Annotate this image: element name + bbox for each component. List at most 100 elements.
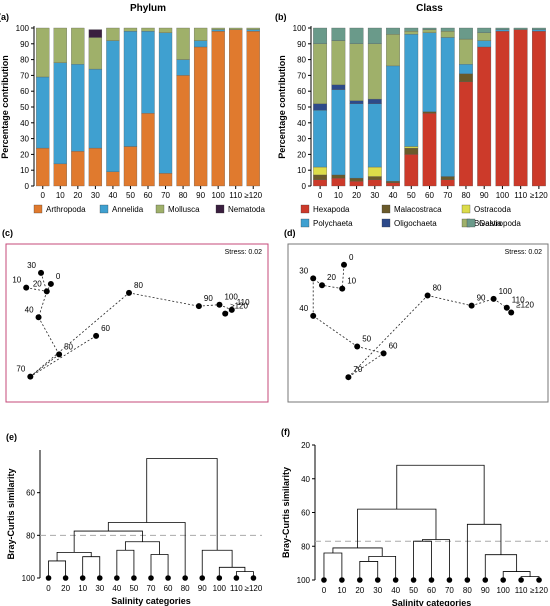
dendrogram-branch bbox=[73, 530, 143, 553]
y-tick-label: 50 bbox=[20, 103, 29, 112]
leaf-point bbox=[45, 575, 52, 581]
ordination-link bbox=[321, 284, 343, 290]
bar-segment bbox=[349, 100, 364, 104]
y-axis-label: Bray-Curtis similarity bbox=[6, 468, 16, 559]
bar-segment bbox=[71, 27, 85, 65]
dendrogram-branch bbox=[218, 566, 246, 578]
x-tick-label: 40 bbox=[391, 586, 400, 595]
legend-swatch bbox=[461, 204, 471, 214]
y-tick-label: 60 bbox=[301, 509, 310, 518]
ordination-point bbox=[424, 292, 431, 299]
bar-segment bbox=[176, 59, 190, 76]
y-tick-label: 90 bbox=[297, 40, 306, 49]
point-label: 100 bbox=[499, 287, 513, 296]
bar-segment bbox=[422, 32, 437, 112]
ordination-link bbox=[38, 291, 48, 318]
bar-segment bbox=[404, 27, 419, 32]
bar-segment bbox=[367, 166, 382, 177]
bar-segment bbox=[404, 147, 419, 155]
dendrogram-branch bbox=[396, 464, 485, 525]
x-tick-label: 20 bbox=[355, 586, 364, 595]
bar-segment bbox=[440, 31, 455, 38]
bar-segment bbox=[349, 103, 364, 179]
x-tick-label: 60 bbox=[164, 584, 173, 593]
dendrogram-branch bbox=[368, 555, 397, 580]
ordination-point bbox=[468, 302, 475, 309]
bar-segment bbox=[229, 27, 243, 30]
x-tick-label: 10 bbox=[337, 586, 346, 595]
leaf-point bbox=[428, 577, 435, 583]
bar-segment bbox=[106, 40, 120, 172]
legend-label: Gastropoda bbox=[479, 219, 521, 228]
y-tick-label: 80 bbox=[26, 531, 35, 540]
leaf-point bbox=[464, 577, 471, 583]
bar-segment bbox=[386, 27, 400, 35]
bar-segment bbox=[193, 40, 208, 48]
legend-swatch bbox=[466, 218, 476, 228]
bar-segment bbox=[176, 27, 190, 60]
legend-label: Mollusca bbox=[168, 205, 200, 214]
bar-segment bbox=[246, 27, 260, 30]
y-tick-label: 40 bbox=[301, 475, 310, 484]
bar-segment bbox=[459, 38, 473, 65]
y-tick-label: 70 bbox=[297, 71, 306, 80]
panel-title: Phylum bbox=[130, 3, 166, 14]
ordination-link bbox=[312, 315, 358, 347]
x-tick-label: 10 bbox=[334, 191, 343, 200]
x-tick-label: 60 bbox=[144, 191, 153, 200]
leaf-point bbox=[500, 577, 506, 583]
legend-label: Malacostraca bbox=[394, 205, 442, 214]
leaf-point bbox=[131, 575, 137, 581]
bar-segment bbox=[440, 179, 455, 187]
y-tick-label: 40 bbox=[297, 119, 306, 128]
point-label: 30 bbox=[299, 266, 308, 275]
ordination-point bbox=[503, 304, 510, 311]
y-tick-label: 70 bbox=[20, 71, 29, 80]
bar-segment bbox=[36, 76, 50, 149]
bar-segment bbox=[531, 31, 546, 187]
bar-segment bbox=[331, 177, 346, 187]
x-tick-label: 50 bbox=[407, 191, 416, 200]
bar-segment bbox=[141, 27, 155, 32]
panel-label: (f) bbox=[281, 427, 290, 437]
leaf-point bbox=[518, 577, 524, 583]
y-tick-label: 100 bbox=[22, 574, 36, 583]
legend-swatch bbox=[381, 204, 391, 214]
x-tick-label: 30 bbox=[373, 586, 382, 595]
x-tick-label: 70 bbox=[147, 584, 156, 593]
dendrogram-branch bbox=[116, 549, 135, 578]
leaf-point bbox=[233, 575, 240, 581]
bar-segment bbox=[36, 27, 50, 78]
x-tick-label: 50 bbox=[409, 586, 418, 595]
y-tick-label: 20 bbox=[297, 150, 306, 159]
bar-segment bbox=[313, 27, 328, 44]
point-label: 0 bbox=[56, 272, 61, 281]
point-label: 50 bbox=[362, 335, 371, 344]
x-tick-label: 20 bbox=[352, 191, 361, 200]
leaf-point bbox=[446, 577, 453, 583]
y-tick-label: 10 bbox=[20, 166, 29, 175]
leaf-point bbox=[79, 575, 86, 581]
x-tick-label: 100 bbox=[496, 191, 510, 200]
bar-segment bbox=[495, 31, 510, 187]
leaf-point bbox=[165, 575, 171, 581]
legend-swatch bbox=[300, 218, 310, 228]
ordination-point bbox=[56, 351, 63, 358]
y-tick-label: 80 bbox=[301, 542, 310, 551]
bar-segment bbox=[193, 27, 208, 41]
leaf-point bbox=[357, 577, 363, 583]
bar-segment bbox=[123, 27, 138, 32]
leaf-point bbox=[374, 577, 381, 583]
ordination-link bbox=[30, 335, 97, 377]
x-tick-label: 10 bbox=[56, 191, 65, 200]
legend-swatch bbox=[99, 204, 109, 214]
leaf-point bbox=[339, 577, 345, 583]
ordination-point bbox=[490, 295, 497, 302]
point-label: ≥120 bbox=[516, 300, 534, 309]
bar-segment bbox=[88, 37, 103, 70]
dendrogram-branch bbox=[466, 523, 502, 580]
bar-segment bbox=[211, 31, 225, 187]
x-tick-label: 70 bbox=[443, 191, 452, 200]
bar-segment bbox=[477, 27, 492, 33]
ordination-point bbox=[310, 275, 317, 282]
